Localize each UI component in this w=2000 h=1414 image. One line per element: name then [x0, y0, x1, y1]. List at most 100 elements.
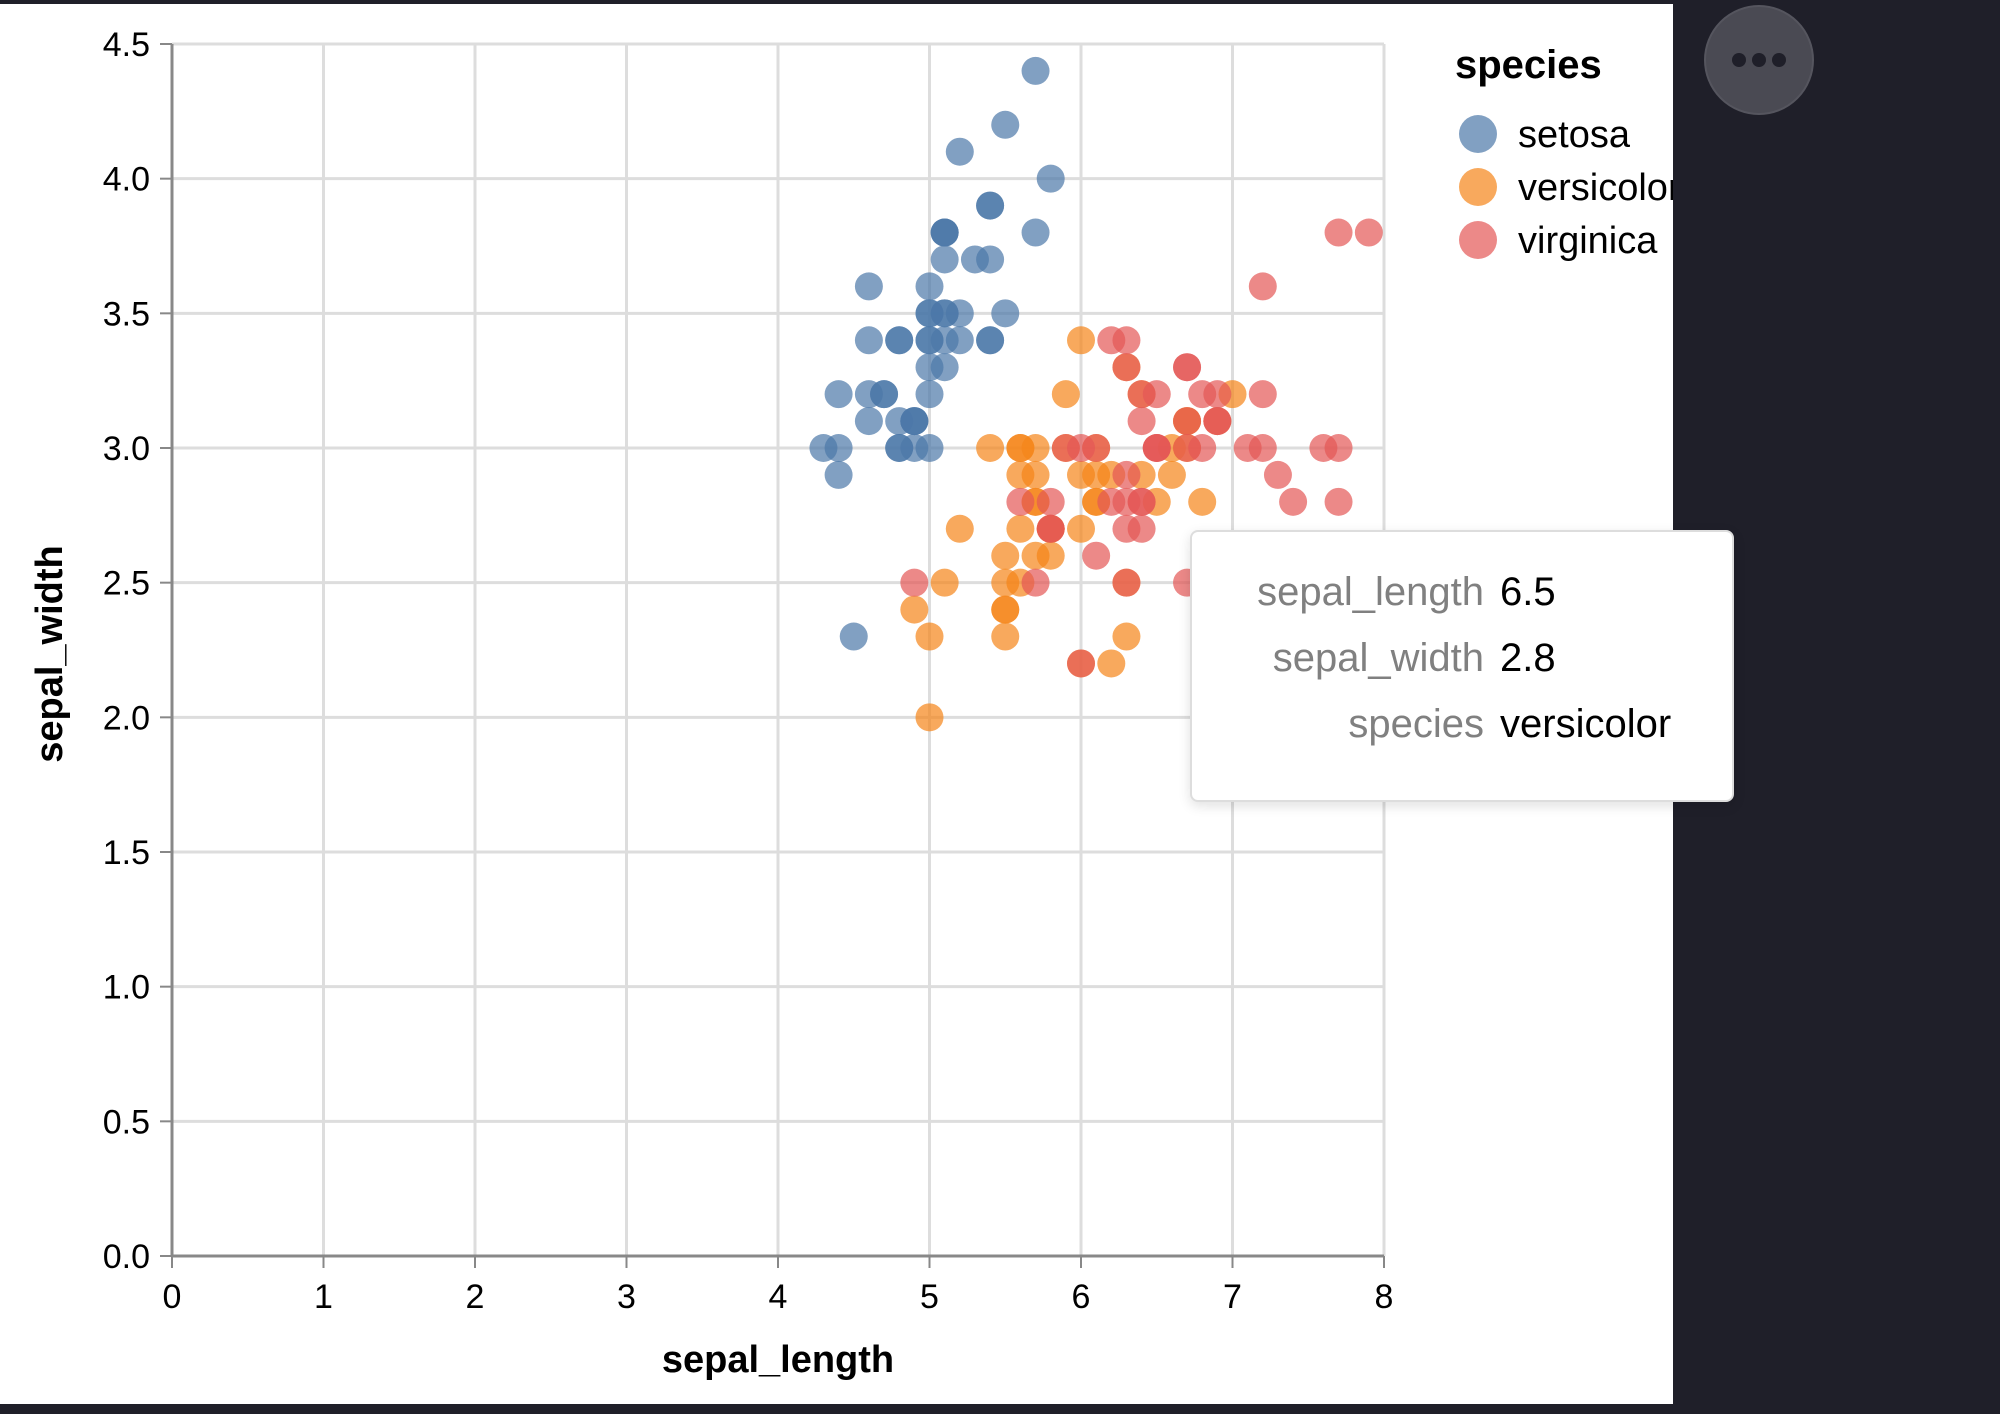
point-setosa[interactable] [991, 299, 1020, 328]
point-setosa[interactable] [900, 407, 929, 436]
y-tick-label: 4.5 [103, 26, 150, 64]
point-versicolor[interactable] [1112, 622, 1141, 651]
point-setosa[interactable] [885, 326, 914, 355]
point-virginica[interactable] [1248, 380, 1277, 409]
point-versicolor[interactable] [1188, 487, 1217, 516]
point-virginica[interactable] [1324, 434, 1353, 462]
point-versicolor[interactable] [1006, 514, 1035, 543]
y-tick-label: 4.0 [103, 161, 150, 199]
point-setosa[interactable] [976, 326, 1005, 355]
tooltip-key: species [1348, 702, 1484, 746]
point-versicolor[interactable] [1067, 460, 1095, 489]
point-setosa[interactable] [854, 326, 883, 355]
point-versicolor[interactable] [1067, 326, 1095, 355]
point-virginica[interactable] [1036, 487, 1065, 516]
point-virginica[interactable] [1112, 514, 1141, 543]
point-setosa[interactable] [1021, 56, 1050, 85]
point-virginica[interactable] [1112, 568, 1141, 597]
point-virginica[interactable] [1188, 380, 1217, 409]
point-setosa[interactable] [1021, 218, 1050, 247]
point-setosa[interactable] [854, 272, 883, 301]
point-versicolor[interactable] [991, 568, 1020, 597]
point-setosa[interactable] [915, 272, 944, 301]
point-virginica[interactable] [1203, 407, 1232, 436]
point-virginica[interactable] [1097, 326, 1126, 355]
point-versicolor[interactable] [945, 514, 974, 543]
point-versicolor[interactable] [900, 595, 929, 624]
point-virginica[interactable] [1112, 487, 1141, 516]
point-setosa[interactable] [991, 110, 1020, 139]
point-virginica[interactable] [1127, 407, 1156, 436]
point-virginica[interactable] [1082, 541, 1111, 570]
point-setosa[interactable] [915, 380, 944, 409]
more-horizontal-icon [1732, 53, 1746, 67]
legend-label-virginica: virginica [1518, 220, 1658, 262]
y-tick-label: 3.5 [103, 295, 150, 333]
point-versicolor[interactable] [991, 622, 1020, 651]
point-versicolor[interactable] [1021, 434, 1050, 462]
point-versicolor[interactable] [976, 434, 1005, 462]
tooltip: sepal_length 6.5 sepal_width 2.8 species… [1190, 530, 1734, 802]
point-setosa[interactable] [960, 245, 989, 274]
point-virginica[interactable] [1173, 407, 1202, 436]
point-setosa[interactable] [885, 434, 914, 462]
more-dot [1772, 53, 1786, 67]
point-virginica[interactable] [1324, 218, 1353, 247]
point-setosa[interactable] [930, 218, 959, 247]
legend-symbol-virginica [1459, 221, 1497, 259]
point-virginica[interactable] [1067, 649, 1095, 678]
x-tick-label: 8 [1375, 1278, 1394, 1316]
point-setosa[interactable] [1036, 164, 1065, 193]
legend-title: species [1455, 43, 1602, 87]
tooltip-value: versicolor [1500, 702, 1672, 746]
point-versicolor[interactable] [1051, 380, 1080, 409]
point-virginica[interactable] [900, 568, 929, 597]
point-virginica[interactable] [1279, 487, 1308, 516]
point-setosa[interactable] [945, 137, 974, 166]
point-versicolor[interactable] [1067, 514, 1095, 543]
point-virginica[interactable] [1142, 434, 1171, 462]
point-virginica[interactable] [1006, 487, 1035, 516]
point-versicolor[interactable] [991, 595, 1020, 624]
legend-symbol-versicolor [1459, 168, 1497, 206]
point-versicolor[interactable] [1036, 541, 1065, 570]
point-versicolor[interactable] [1021, 460, 1050, 489]
point-setosa[interactable] [839, 622, 868, 651]
x-tick-label: 6 [1072, 1278, 1091, 1316]
point-versicolor[interactable] [1097, 649, 1126, 678]
point-virginica[interactable] [1127, 380, 1156, 409]
point-virginica[interactable] [1051, 434, 1080, 462]
point-setosa[interactable] [854, 407, 883, 436]
point-versicolor[interactable] [1157, 460, 1186, 489]
point-virginica[interactable] [1112, 353, 1141, 382]
point-versicolor[interactable] [915, 703, 944, 732]
point-virginica[interactable] [1173, 353, 1202, 382]
point-virginica[interactable] [1248, 434, 1277, 462]
point-setosa[interactable] [824, 460, 853, 489]
point-setosa[interactable] [915, 434, 944, 462]
point-versicolor[interactable] [915, 622, 944, 651]
point-setosa[interactable] [930, 326, 959, 355]
point-setosa[interactable] [824, 380, 853, 409]
point-virginica[interactable] [1036, 514, 1065, 543]
point-virginica[interactable] [1248, 272, 1277, 301]
actions-menu-button[interactable] [1704, 5, 1814, 115]
point-setosa[interactable] [915, 353, 944, 382]
point-setosa[interactable] [854, 380, 883, 409]
point-virginica[interactable] [1263, 460, 1292, 489]
point-versicolor[interactable] [991, 541, 1020, 570]
point-versicolor[interactable] [930, 568, 959, 597]
scatter-chart: 0 1 2 3 4 5 6 7 80.00.51.01.52.02.53.03.54.04.5 … [29, 26, 1673, 1381]
point-virginica[interactable] [1354, 218, 1383, 247]
point-virginica[interactable] [1112, 460, 1141, 489]
point-setosa[interactable] [945, 299, 974, 328]
point-setosa[interactable] [976, 191, 1005, 220]
point-setosa[interactable] [930, 245, 959, 274]
point-virginica[interactable] [1324, 487, 1353, 516]
point-virginica[interactable] [1173, 434, 1202, 462]
point-setosa[interactable] [915, 299, 944, 328]
x-tick-label: 7 [1223, 1278, 1242, 1316]
point-setosa[interactable] [824, 434, 853, 462]
point-virginica[interactable] [1021, 568, 1050, 597]
x-tick-label: 4 [769, 1278, 788, 1316]
